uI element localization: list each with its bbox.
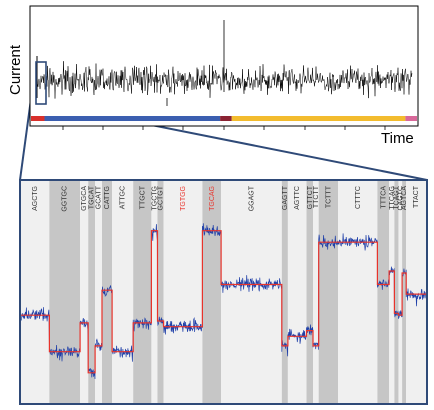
overview-event-strip: [31, 116, 417, 121]
kmer-label: AGCTG: [32, 186, 39, 211]
kmer-label: TTGCT: [139, 185, 146, 209]
kmer-band: [133, 181, 152, 403]
strip-segment: [405, 116, 417, 121]
kmer-band: [389, 181, 395, 403]
strip-segment: [44, 116, 221, 121]
kmer-label: TTTCA: [380, 186, 387, 209]
kmer-band: [157, 181, 164, 403]
kmer-band: [202, 181, 222, 403]
overview-xlabel: Time: [381, 130, 414, 147]
kmer-label: TTCTT: [313, 185, 320, 208]
kmer-label: TGCAG: [209, 186, 216, 211]
kmer-band: [112, 181, 134, 403]
zoom-frame: [19, 179, 428, 405]
kmer-label: CATTG: [104, 186, 111, 209]
kmer-band: [80, 181, 89, 403]
kmer-label: TGCTG: [151, 186, 158, 211]
kmer-label: GTGCA: [81, 186, 88, 211]
zoom-model-fit: [21, 230, 426, 374]
kmer-label: TTCAG: [389, 186, 396, 210]
overview-raw-trace: [36, 61, 413, 99]
kmer-band: [281, 181, 288, 403]
kmer-label: ATTGC: [120, 186, 127, 209]
kmer-label: GAGTT: [282, 185, 289, 210]
kmer-band: [398, 181, 403, 403]
kmer-band: [88, 181, 96, 403]
kmer-band: [394, 181, 399, 403]
zoom-raw-signal: [20, 223, 427, 380]
kmer-band: [377, 181, 390, 403]
kmer-label: TGCAT: [89, 185, 96, 209]
zoom-kmer-bands: [21, 181, 426, 403]
kmer-band: [151, 181, 158, 403]
overview-panel: Current Time: [7, 5, 419, 147]
overview-spikes: [36, 20, 225, 106]
kmer-label: TGTGG: [180, 186, 187, 211]
kmer-label: AGTTC: [294, 186, 301, 210]
strip-segment: [231, 116, 406, 121]
kmer-band: [221, 181, 282, 403]
kmer-label: TTACT: [413, 185, 420, 208]
strip-segment: [31, 116, 45, 121]
kmer-band: [406, 181, 426, 403]
kmer-band: [95, 181, 102, 403]
overview-ticks: [62, 126, 386, 130]
kmer-label: GGAGT: [248, 185, 255, 211]
kmer-label: GTTCT: [307, 185, 314, 209]
kmer-band: [163, 181, 203, 403]
kmer-label: GCATT: [96, 185, 103, 209]
kmer-label: CAGTC: [397, 186, 404, 211]
kmer-label: AGTCA: [401, 186, 408, 210]
kmer-label: GGTGC: [62, 186, 69, 212]
kmer-label: CTTTC: [355, 186, 362, 209]
kmer-band: [313, 181, 319, 403]
kmer-band: [402, 181, 407, 403]
kmer-band: [318, 181, 339, 403]
zoom-selection-box: [35, 61, 47, 105]
kmer-label: GCTGT: [158, 185, 165, 210]
kmer-band: [306, 181, 314, 403]
kmer-label: TCTTT: [325, 185, 332, 208]
zoom-kmer-labels: AGCTG GGTGC GTGCA TGCAT GCATT CATTG ATTGC TTGCT…: [32, 185, 420, 211]
strip-segment: [220, 116, 232, 121]
kmer-label: TCAGT: [393, 185, 400, 209]
overview-ylabel: Current: [7, 44, 24, 95]
kmer-band: [21, 181, 50, 403]
kmer-band: [287, 181, 307, 403]
zoom-panel: AGCTG GGTGC GTGCA TGCAT GCATT CATTG ATTGC TTGCT…: [19, 179, 428, 405]
kmer-band: [49, 181, 81, 403]
kmer-band: [338, 181, 378, 403]
